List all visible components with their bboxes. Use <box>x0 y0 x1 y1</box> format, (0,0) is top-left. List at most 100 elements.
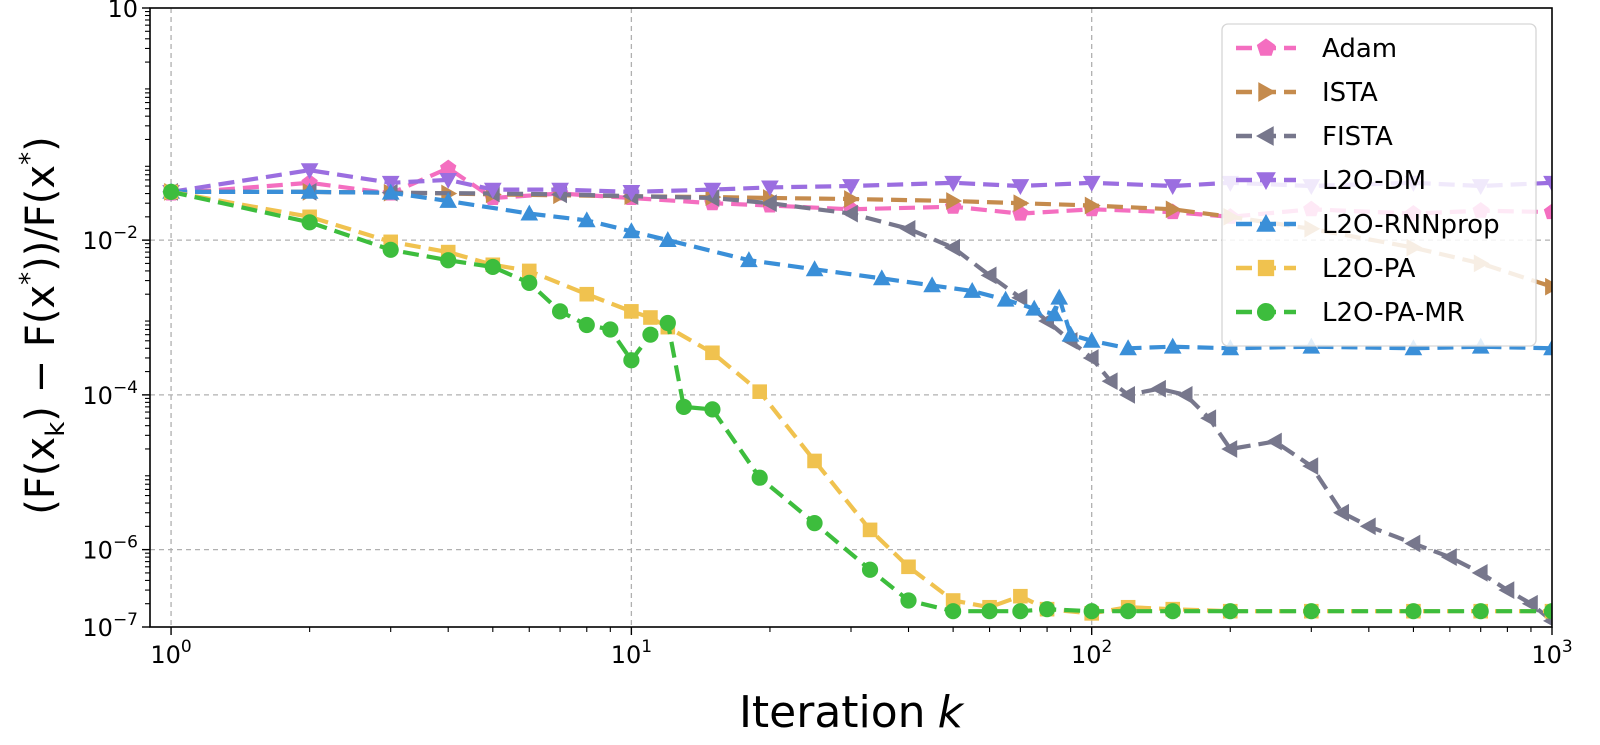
data-point <box>1404 534 1421 553</box>
y-label-sub: k <box>41 422 71 437</box>
legend-entry: Adam <box>1236 34 1397 64</box>
y-tick-label: 10−2 <box>82 223 138 255</box>
x-tick-exp: 0 <box>181 637 192 657</box>
data-point <box>761 180 779 197</box>
data-point <box>440 252 457 269</box>
data-point <box>1082 349 1099 367</box>
y-label-open: (F(x <box>18 437 64 515</box>
data-point <box>1440 548 1457 566</box>
data-point <box>944 175 962 192</box>
data-point <box>946 192 963 210</box>
data-point <box>1164 603 1181 620</box>
data-point <box>1222 603 1239 620</box>
data-point <box>1303 603 1320 620</box>
data-point <box>1012 603 1029 620</box>
y-tick-label: 10 <box>107 0 138 23</box>
data-point <box>1038 601 1056 618</box>
legend-label: L2O-PA-MR <box>1322 298 1465 328</box>
data-point <box>162 183 180 201</box>
x-tick-exp: 1 <box>641 637 652 657</box>
data-point <box>1083 603 1100 620</box>
legend-entry: ISTA <box>1236 78 1378 108</box>
data-point <box>751 469 768 486</box>
data-point <box>577 211 596 228</box>
legend-marker <box>1256 172 1276 191</box>
x-tick-exp: 3 <box>1562 637 1573 657</box>
data-point <box>899 219 916 238</box>
data-point <box>901 559 916 575</box>
y-label-sup2: * <box>15 152 45 165</box>
legend-entry: L2O-DM <box>1236 166 1426 196</box>
data-point <box>1221 339 1240 356</box>
x-tick-base: 10 <box>611 641 642 669</box>
data-point <box>1165 200 1182 219</box>
y-tick-exp: −4 <box>113 378 138 398</box>
x-tick-label: 100 <box>150 637 191 669</box>
data-point <box>381 175 400 192</box>
data-point <box>862 522 878 538</box>
data-point <box>675 398 692 415</box>
data-point <box>945 603 962 620</box>
legend-marker <box>1256 302 1276 322</box>
data-point <box>1013 588 1028 604</box>
data-point <box>1119 339 1137 356</box>
data-point <box>841 204 858 223</box>
data-point <box>844 190 861 208</box>
series-l2o-pa-mr <box>162 183 1552 620</box>
data-point <box>643 310 658 325</box>
data-point <box>1543 603 1552 620</box>
y-tick-exp: −2 <box>113 223 138 243</box>
data-point <box>483 182 502 199</box>
data-point <box>622 222 641 239</box>
data-point <box>1543 175 1552 192</box>
legend-box <box>1221 23 1537 347</box>
y-tick-base: 10 <box>107 0 138 23</box>
y-label-mid: ) − F(x <box>18 285 64 422</box>
y-tick-base: 10 <box>82 537 113 565</box>
legend-label: FISTA <box>1322 122 1393 152</box>
data-point <box>1011 288 1028 307</box>
legend-entry: L2O-RNNprop <box>1236 210 1500 240</box>
data-point <box>842 179 860 196</box>
data-point <box>658 231 677 247</box>
y-tick-exp: −7 <box>113 610 138 630</box>
data-point <box>439 173 458 189</box>
data-point <box>1543 339 1552 356</box>
legend-label: Adam <box>1322 34 1397 64</box>
y-tick-base: 10 <box>82 614 113 642</box>
data-point <box>996 290 1015 307</box>
y-tick-label: 10−6 <box>82 533 138 565</box>
data-point <box>1302 457 1319 475</box>
data-point <box>1404 339 1423 356</box>
data-point <box>1359 517 1376 536</box>
legend-entry: FISTA <box>1236 122 1393 152</box>
x-axis-label-text: Iteration <box>739 687 926 738</box>
data-point <box>1221 440 1238 458</box>
data-point <box>703 182 722 199</box>
legend-marker <box>1256 38 1276 56</box>
data-point <box>740 251 758 268</box>
data-point <box>861 561 879 578</box>
data-point <box>1405 603 1422 620</box>
data-point <box>1050 288 1069 305</box>
x-axis-label-var: k <box>938 687 965 738</box>
data-point <box>301 214 318 231</box>
data-point <box>900 592 917 609</box>
data-point <box>760 194 777 213</box>
legend-label: ISTA <box>1322 78 1378 108</box>
data-point <box>704 401 721 418</box>
data-point <box>872 269 891 286</box>
legend-entry: L2O-PA-MR <box>1236 298 1465 328</box>
x-tick-base: 10 <box>1071 641 1102 669</box>
data-point <box>705 345 720 361</box>
data-point <box>1200 409 1217 428</box>
data-point <box>1333 503 1349 522</box>
data-point <box>1265 432 1282 451</box>
y-label-sup1: * <box>15 272 45 285</box>
x-tick-label: 103 <box>1531 637 1572 669</box>
data-point <box>1545 277 1552 296</box>
y-tick-label: 10−7 <box>82 610 138 642</box>
series-line <box>171 189 1552 351</box>
legend-label: L2O-DM <box>1322 166 1426 196</box>
